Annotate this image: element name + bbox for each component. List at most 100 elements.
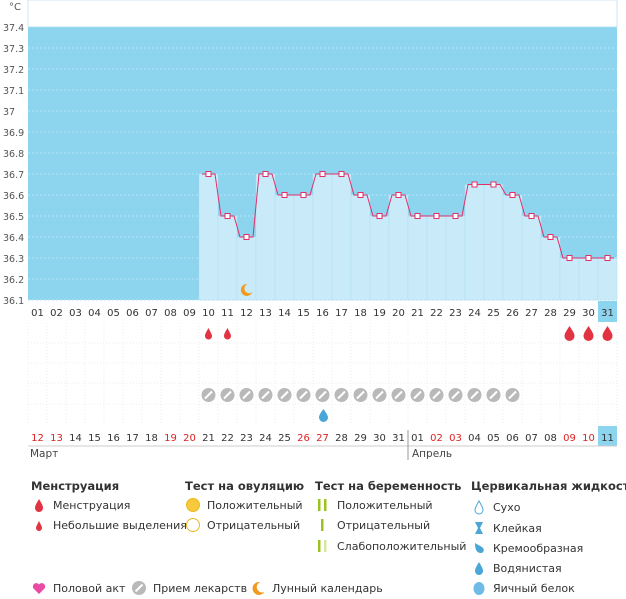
data-point [471,181,478,188]
date-label: 12 [31,433,44,444]
data-point [395,192,402,198]
pill-icon-stroke [451,390,460,400]
legend-item-menstruation: Менструация [31,497,130,513]
small-blood-drop-icon [205,328,212,340]
data-point [338,171,345,177]
temp-fill-bar [540,236,561,301]
date-label: 11 [601,433,614,444]
y-tick-label: 36.7 [3,170,24,181]
x-tick-label: 24 [468,308,481,319]
data-point [604,255,611,261]
legend-label: Прием лекарств [153,581,248,595]
legend-label: Яичный белок [493,581,575,595]
temp-fill-bar [217,215,238,301]
y-tick-label: 37.3 [3,44,24,55]
legend-item-intercourse: Половой акт [31,580,125,596]
one-line-icon [315,517,331,533]
pill-icon-stroke [394,390,403,400]
date-label: 10 [582,433,595,444]
date-label: 25 [278,433,291,444]
legend-label: Половой акт [53,581,126,595]
legend-title-cervical-fluid: Цервикальная жидкость [471,479,626,493]
y-tick-label: 36.3 [3,254,24,265]
pill-icon-stroke [356,390,365,400]
x-tick-label: 05 [107,308,120,319]
x-tick-label: 07 [145,308,158,319]
temp-fill-bar [597,257,618,301]
x-tick-label: 12 [240,308,253,319]
egg-white-icon [471,580,487,596]
y-axis-unit: °C [9,2,21,13]
y-tick-label: 36.6 [3,191,24,202]
x-tick-label: 14 [278,308,291,319]
date-label: 16 [107,433,120,444]
legend-item-dry: Сухо [471,499,520,515]
faint-lines-icon [315,538,331,554]
date-label: 31 [392,433,405,444]
pill-icon-stroke [280,390,289,400]
legend-item-sticky: Клейкая [471,520,542,536]
data-point [262,171,269,177]
x-tick-label: 08 [164,308,177,319]
pill-icon-stroke [318,390,327,400]
date-label: 21 [202,433,215,444]
date-label: 30 [373,433,386,444]
legend-item-pregnancy-weak: Слабоположительный [315,538,466,554]
empty-circle-icon [185,517,201,533]
x-tick-label: 28 [544,308,557,319]
x-tick-label: 20 [392,308,405,319]
x-tick-label: 27 [525,308,538,319]
date-label: 15 [88,433,101,444]
x-tick-label: 16 [316,308,329,319]
data-point [205,171,212,177]
date-label: 04 [468,433,481,444]
temperature-line [202,173,614,259]
date-label: 09 [563,433,576,444]
legend-item-medication: Прием лекарств [131,580,247,596]
legend-label: Лунный календарь [272,581,383,595]
x-tick-label: 29 [563,308,576,319]
pill-icon-stroke [375,390,384,400]
small-blood-drop-icon [224,328,231,340]
dry-drop-icon [471,499,487,515]
data-point [224,213,231,219]
legend-label: Отрицательный [337,518,431,532]
month-label: Апрель [412,448,452,460]
date-label: 17 [126,433,139,444]
data-point [452,213,459,219]
temp-fill-bar [331,173,352,301]
temp-fill-bar [369,215,390,301]
y-tick-label: 37.4 [3,23,24,34]
x-tick-label: 30 [582,308,595,319]
date-label: 20 [183,433,196,444]
legend-label: Сухо [493,500,521,514]
x-tick-label: 26 [506,308,519,319]
data-point [509,192,516,198]
date-label: 01 [411,433,424,444]
date-label: 27 [316,433,329,444]
pill-icon [131,580,147,596]
y-tick-label: 36.9 [3,128,24,139]
legend-title-pregnancy-test: Тест на беременность [315,479,462,493]
blood-drop-icon [583,326,594,342]
temperature-chart: 36.1 36.2 36.3 36.4 36.5 36.6 36.7 36.8 36.9 37 37… [3,0,618,460]
creamy-drop-icon [471,540,487,556]
data-point [528,213,535,219]
temp-fill-bar [559,257,580,301]
temp-fill-bar [388,194,409,301]
x-tick-label: 13 [259,308,272,319]
temp-fill-bar [350,194,371,301]
x-tick-label: 03 [69,308,82,319]
x-tick-label: 01 [31,308,44,319]
data-point [376,213,383,219]
x-tick-label: 02 [50,308,63,319]
legend-label: Небольшие выделения [53,518,187,532]
pill-icon-stroke [489,390,498,400]
watery-drop-icon [471,560,487,576]
pill-icon-stroke [470,390,479,400]
blood-drop-icon [564,326,575,342]
blood-drop-icon [31,497,47,513]
legend-item-lunar: Лунный календарь [250,580,383,596]
temp-fill-bar [502,194,523,301]
temp-fill-bar [445,215,466,301]
